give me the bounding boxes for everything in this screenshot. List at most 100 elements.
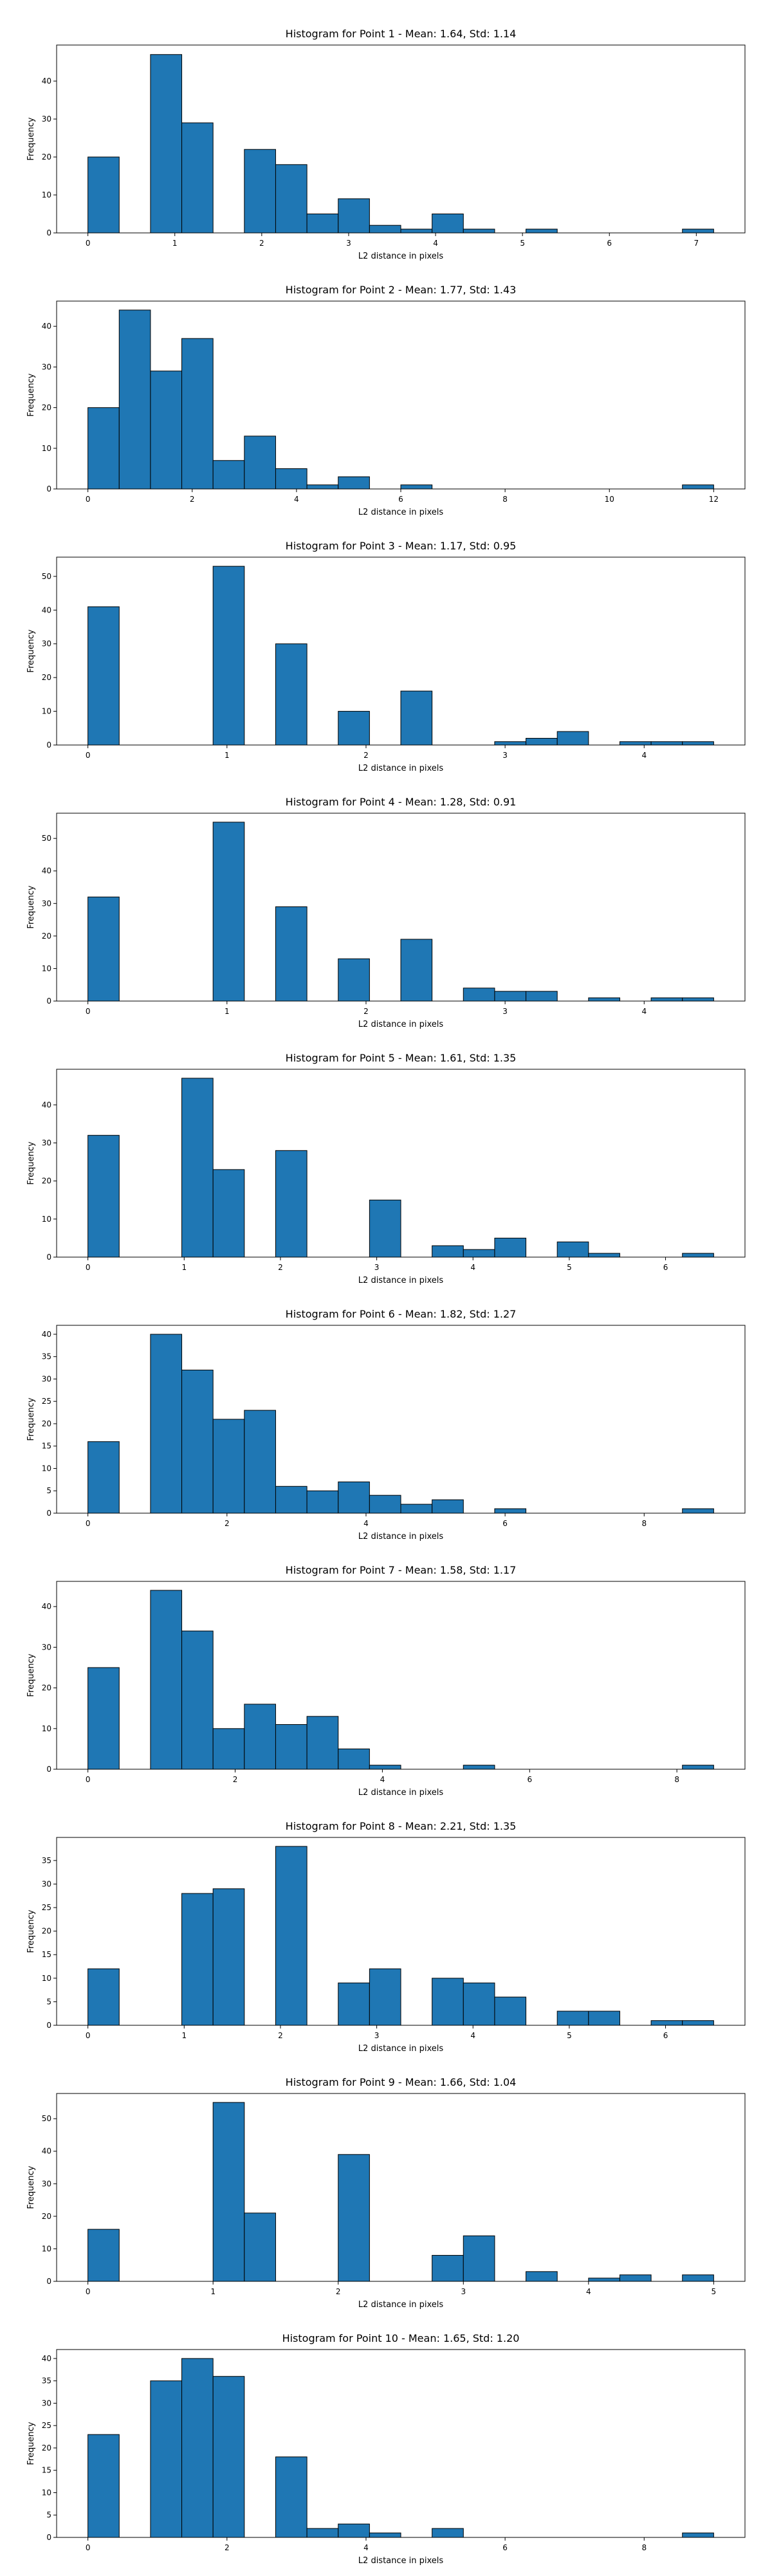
x-tick-label: 5: [567, 1263, 572, 1272]
y-axis-label: Frequency: [26, 373, 36, 416]
x-axis-label: L2 distance in pixels: [358, 2300, 444, 2310]
y-tick-label: 5: [46, 1486, 51, 1495]
x-tick-label: 3: [461, 2287, 466, 2296]
histogram-bar: [150, 371, 183, 490]
y-tick-label: 40: [42, 322, 51, 331]
histogram-panel-9: Histogram for Point 9 - Mean: 1.66, Std:…: [26, 2076, 746, 2310]
y-tick-label: 30: [42, 1879, 51, 1888]
y-tick-label: 0: [46, 1253, 51, 1262]
histogram-panel-6: Histogram for Point 6 - Mean: 1.82, Std:…: [26, 1308, 746, 1541]
histogram-bar: [526, 738, 558, 746]
histogram-bar: [463, 1982, 495, 2026]
y-axis-label: Frequency: [26, 1141, 36, 1184]
y-tick-label: 20: [42, 1927, 51, 1936]
y-tick-label: 25: [42, 2421, 51, 2430]
histogram-bar: [369, 225, 401, 234]
histogram-bar: [369, 1495, 401, 1514]
histogram-bar: [275, 906, 308, 1002]
histogram-bar: [400, 484, 433, 490]
x-axis-label: L2 distance in pixels: [358, 1788, 444, 1798]
chart-title: Histogram for Point 1 - Mean: 1.64, Std:…: [286, 28, 517, 40]
histogram-bar: [369, 1765, 401, 1770]
chart-title: Histogram for Point 6 - Mean: 1.82, Std:…: [286, 1308, 517, 1320]
y-tick-label: 20: [42, 2212, 51, 2221]
y-tick-label: 15: [42, 1950, 51, 1959]
x-tick-label: 1: [172, 239, 178, 248]
y-tick-label: 20: [42, 673, 51, 682]
histogram-bar: [212, 460, 245, 490]
y-tick-label: 35: [42, 1352, 51, 1361]
y-axis-label: Frequency: [26, 117, 36, 160]
histogram-bar: [494, 1508, 527, 1514]
x-tick-label: 0: [86, 2287, 91, 2296]
y-tick-label: 0: [46, 1509, 51, 1518]
x-tick-label: 2: [363, 1007, 369, 1016]
y-tick-label: 0: [46, 741, 51, 750]
histogram-bar: [400, 939, 433, 1002]
histogram-bar: [588, 2010, 620, 2026]
x-axis-label: L2 distance in pixels: [358, 2044, 444, 2054]
histogram-bar: [212, 1728, 245, 1770]
histogram-bar: [212, 822, 245, 1002]
y-tick-label: 50: [42, 834, 51, 843]
x-tick-label: 6: [398, 495, 403, 504]
histogram-bar: [87, 896, 120, 1002]
x-tick-label: 3: [374, 2031, 380, 2040]
x-tick-label: 3: [346, 239, 351, 248]
histogram-bar: [650, 741, 683, 746]
histogram-bar: [338, 2523, 370, 2538]
histogram-bar: [212, 566, 245, 746]
histogram-bar: [150, 2380, 183, 2538]
x-tick-label: 1: [210, 2287, 216, 2296]
histogram-bar: [244, 149, 276, 234]
histogram-bar: [682, 741, 714, 746]
y-tick-label: 40: [42, 2354, 51, 2363]
histogram-bar: [275, 2456, 308, 2538]
axes-frame: [56, 44, 746, 234]
histogram-bar: [87, 407, 120, 490]
histogram-bar: [650, 2020, 683, 2026]
y-tick-label: 50: [42, 572, 51, 581]
histogram-bar: [275, 1846, 308, 2026]
histogram-bar: [87, 606, 120, 746]
histogram-bar: [463, 1249, 495, 1258]
y-tick-label: 40: [42, 77, 51, 86]
x-axis-label: L2 distance in pixels: [358, 508, 444, 517]
x-tick-label: 4: [433, 239, 438, 248]
x-tick-label: 0: [86, 1007, 91, 1016]
histogram-bar: [306, 1490, 339, 1514]
histogram-bar: [181, 1370, 214, 1514]
histogram-bar: [682, 2274, 714, 2282]
histogram-bar: [432, 2528, 464, 2538]
x-axis-label: L2 distance in pixels: [358, 1532, 444, 1541]
histogram-bar: [556, 1241, 589, 1258]
histogram-bar: [306, 484, 339, 490]
histogram-bar: [588, 1253, 620, 1258]
histogram-bar: [588, 997, 620, 1002]
y-axis-label: Frequency: [26, 1397, 36, 1440]
y-tick-label: 5: [46, 2510, 51, 2519]
histogram-bar: [682, 1765, 714, 1770]
x-tick-label: 2: [233, 1775, 238, 1784]
x-tick-label: 7: [694, 239, 699, 248]
histogram-bar: [556, 731, 589, 746]
histogram-bar: [432, 1245, 464, 1258]
histogram-bar: [275, 1724, 308, 1770]
histogram-bar: [400, 690, 433, 746]
y-tick-label: 20: [42, 932, 51, 941]
x-tick-label: 2: [278, 2031, 283, 2040]
y-tick-label: 0: [46, 484, 51, 493]
y-tick-label: 20: [42, 2443, 51, 2452]
y-tick-label: 40: [42, 2147, 51, 2156]
axes-frame: [56, 1581, 746, 1770]
x-tick-label: 6: [527, 1775, 532, 1784]
histogram-bar: [682, 2532, 714, 2538]
histogram-bar: [463, 2235, 495, 2282]
x-tick-label: 0: [86, 1519, 91, 1528]
x-tick-label: 6: [502, 2543, 508, 2552]
histogram-bar: [87, 156, 120, 234]
histogram-bar: [338, 711, 370, 746]
histogram-bar: [369, 1199, 401, 1258]
histogram-bar: [181, 122, 214, 234]
x-tick-label: 2: [190, 495, 195, 504]
